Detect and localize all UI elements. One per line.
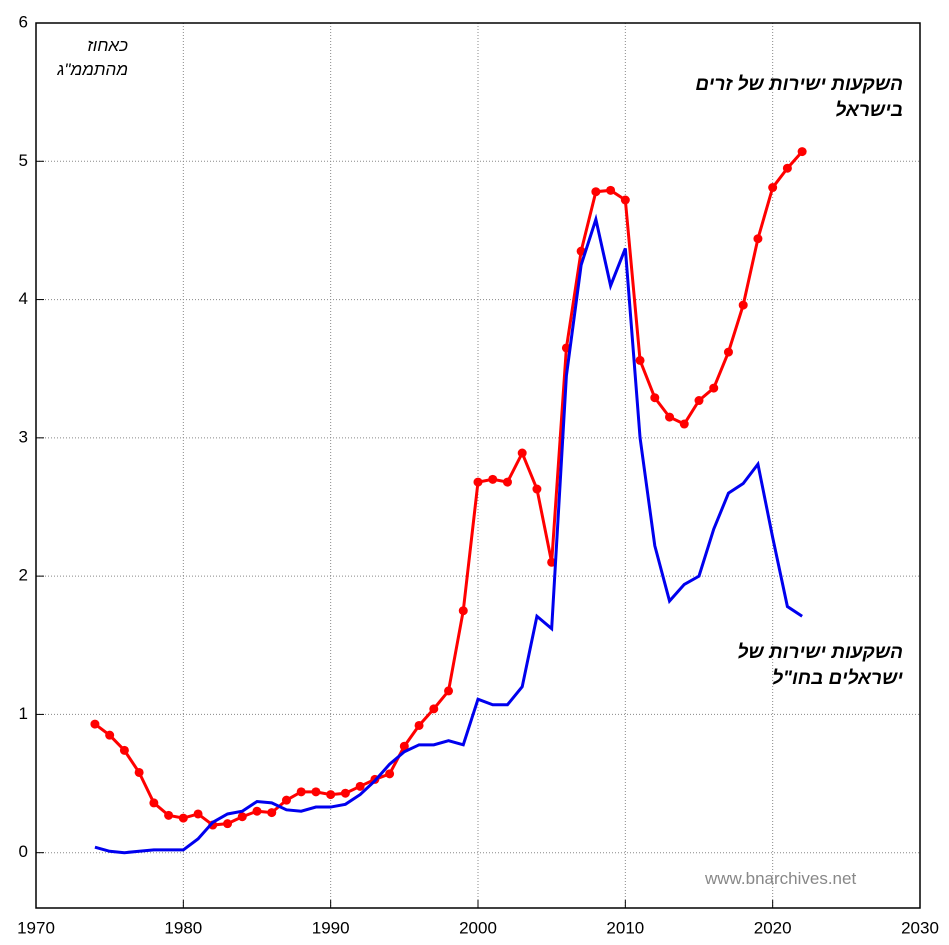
point: [502, 477, 512, 487]
point: [665, 412, 675, 422]
point: [517, 448, 527, 458]
series-line: [94, 213, 803, 855]
point: [119, 745, 129, 755]
point: [679, 419, 689, 429]
plot-frame: [35, 22, 921, 909]
point: [738, 300, 748, 310]
point: [399, 741, 409, 751]
point: [650, 393, 660, 403]
point: [414, 720, 424, 730]
y-tick-label: 4: [19, 289, 28, 308]
point: [281, 795, 291, 805]
point: [723, 347, 733, 357]
point: [782, 163, 792, 173]
legend-label: השקעות ישירות של זרים בישראל: [695, 74, 903, 121]
x-tick-label: 1970: [17, 918, 55, 937]
point: [709, 383, 719, 393]
point: [193, 809, 203, 819]
y-tick-label: 0: [19, 842, 28, 861]
point: [591, 187, 601, 197]
point: [134, 767, 144, 777]
point: [797, 147, 807, 157]
y-tick-label: 1: [19, 704, 28, 723]
point: [164, 810, 174, 820]
x-tick-label: 2020: [754, 918, 792, 937]
point: [296, 787, 306, 797]
point: [355, 781, 365, 791]
point: [473, 477, 483, 487]
point: [237, 812, 247, 822]
y-tick-label: 6: [19, 12, 28, 31]
x-tick-label: 1990: [312, 918, 350, 937]
point: [178, 813, 188, 823]
point: [488, 474, 498, 484]
x-tick-label: 2000: [459, 918, 497, 937]
watermark: www.bnarchives.net: [705, 869, 857, 888]
point: [252, 806, 262, 816]
point: [429, 704, 439, 714]
x-tick-label: 2010: [606, 918, 644, 937]
y-tick-label: 3: [19, 427, 28, 446]
y-tick-label: 5: [19, 151, 28, 170]
point: [458, 606, 468, 616]
point: [606, 185, 616, 195]
point: [768, 183, 778, 193]
x-tick-label: 1980: [164, 918, 202, 937]
point: [105, 730, 115, 740]
legend-label: השקעות ישירות של ישראלים בחו"ל: [737, 642, 903, 689]
point: [149, 798, 159, 808]
series-line: [94, 150, 804, 827]
point: [90, 719, 100, 729]
point: [620, 195, 630, 205]
point: [532, 484, 542, 494]
point: [267, 808, 277, 818]
y-tick-label: 2: [19, 566, 28, 585]
point: [694, 396, 704, 406]
point: [444, 686, 454, 696]
point: [311, 787, 321, 797]
point: [385, 769, 395, 779]
point: [326, 790, 336, 800]
point: [635, 355, 645, 365]
x-tick-label: 2030: [901, 918, 939, 937]
point: [340, 788, 350, 798]
point: [753, 234, 763, 244]
y-unit-label: כאחוז מהתממ"ג: [57, 36, 128, 79]
point: [223, 819, 233, 829]
